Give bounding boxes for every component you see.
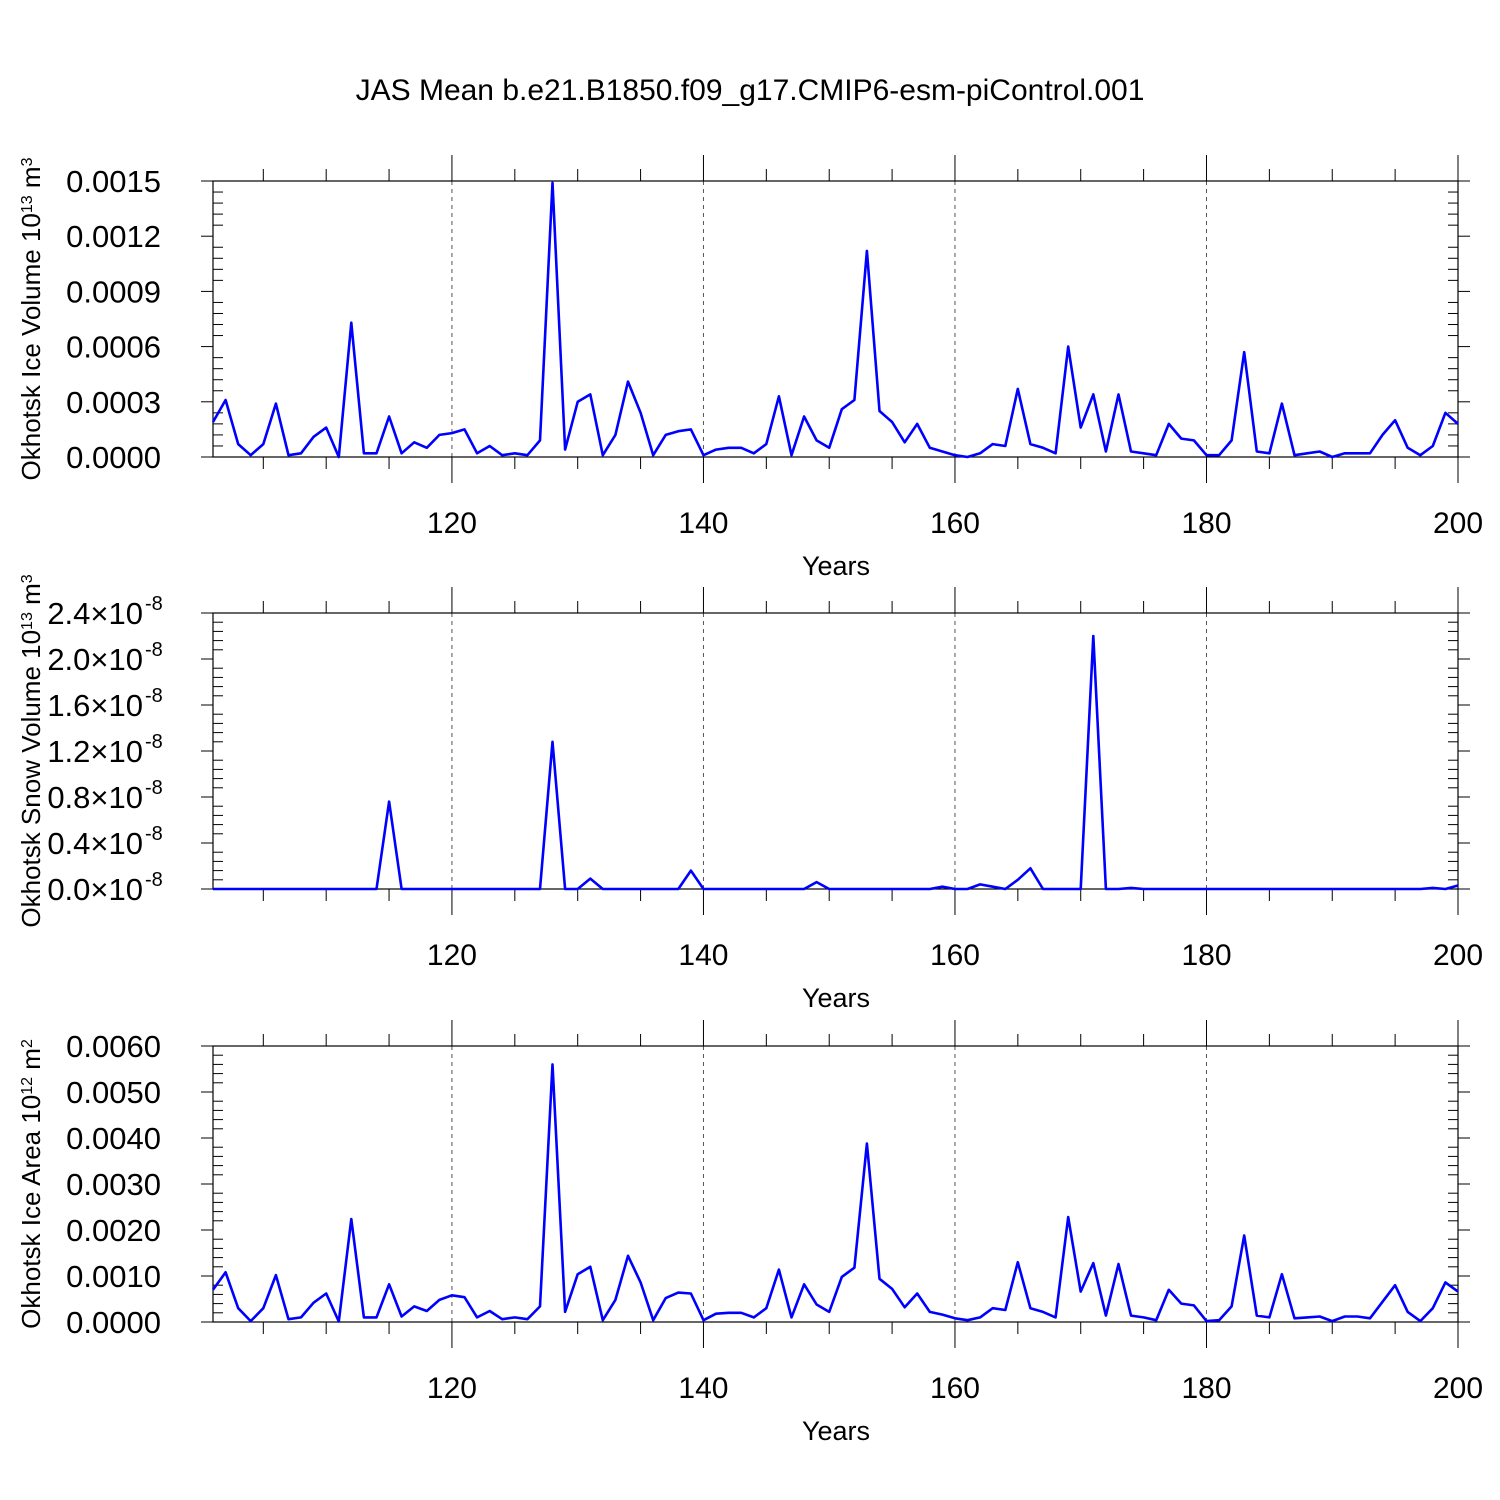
ice-area-frame xyxy=(212,1045,1459,1323)
snow-volume-ytick-label: 0.8×10 xyxy=(47,780,143,815)
ice-area-ytick-label: 0.0020 xyxy=(66,1213,161,1248)
panel-ice-area: 120 140 160 180 200 Years 0.0000 0.0010 0.0020 0.… xyxy=(16,1020,1483,1446)
snow-volume-ytick-label: 2.4×10 xyxy=(47,596,143,631)
snow-volume-xtick-label: 200 xyxy=(1433,939,1483,972)
ice-area-xtick-label: 160 xyxy=(930,1372,980,1405)
snow-volume-xtick-label: 160 xyxy=(930,939,980,972)
ice-volume-ytick-label: 0.0000 xyxy=(66,440,161,475)
ice-area-ytick-label: 0.0060 xyxy=(66,1029,161,1064)
ice-area-xtick-label: 200 xyxy=(1433,1372,1483,1405)
ice-area-series-line xyxy=(211,1063,1459,1323)
snow-volume-xtick-label: 140 xyxy=(678,939,728,972)
snow-volume-ytick-exponent: -8 xyxy=(145,593,163,615)
ice-volume-xaxis-label: Years xyxy=(802,551,870,581)
snow-volume-xtick-label: 120 xyxy=(427,939,477,972)
snow-volume-ytick-label: 1.2×10 xyxy=(47,734,143,769)
ice-volume-ytick-label: 0.0015 xyxy=(66,164,161,199)
ice-volume-series-line xyxy=(211,181,1459,459)
snow-volume-frame xyxy=(212,612,1459,890)
ice-area-xtick-label: 120 xyxy=(427,1372,477,1405)
snow-volume-ytick-exponent: -8 xyxy=(145,869,163,891)
ice-volume-yaxis-label: Okhotsk Ice Volume 1013 m3 xyxy=(16,157,46,480)
ice-area-xaxis-label: Years xyxy=(802,1416,870,1446)
ice-volume-ytick-label: 0.0009 xyxy=(66,274,161,309)
ice-area-ytick-label: 0.0000 xyxy=(66,1305,161,1340)
ice-volume-xtick-label: 140 xyxy=(678,507,728,540)
snow-volume-ytick-label: 0.4×10 xyxy=(47,826,143,861)
ice-volume-frame xyxy=(212,180,1459,458)
snow-volume-ytick-exponent: -8 xyxy=(145,777,163,799)
snow-volume-xaxis-label: Years xyxy=(802,983,870,1013)
ice-area-xtick-label: 180 xyxy=(1181,1372,1231,1405)
snow-volume-ytick-exponent: -8 xyxy=(145,823,163,845)
snow-volume-series-line xyxy=(213,634,1459,891)
figure-title: JAS Mean b.e21.B1850.f09_g17.CMIP6-esm-p… xyxy=(355,74,1145,107)
snow-volume-ytick-exponent: -8 xyxy=(145,731,163,753)
ice-area-yaxis-label: Okhotsk Ice Area 1012 m2 xyxy=(16,1039,46,1329)
ice-area-ytick-label: 0.0050 xyxy=(66,1075,161,1110)
ice-area-ytick-label: 0.0040 xyxy=(66,1121,161,1156)
ice-area-ytick-label: 0.0010 xyxy=(66,1259,161,1294)
snow-volume-ytick-label: 1.6×10 xyxy=(47,688,143,723)
ice-volume-ytick-label: 0.0006 xyxy=(66,330,161,365)
ice-volume-xtick-label: 200 xyxy=(1433,507,1483,540)
ice-area-xtick-label: 140 xyxy=(678,1372,728,1405)
ice-area-ytick-label: 0.0030 xyxy=(66,1167,161,1202)
snow-volume-ytick-label: 0.0×10 xyxy=(47,872,143,907)
ice-volume-ytick-label: 0.0003 xyxy=(66,385,161,420)
snow-volume-xtick-label: 180 xyxy=(1181,939,1231,972)
ice-volume-xtick-label: 120 xyxy=(427,507,477,540)
snow-volume-yaxis-label: Okhotsk Snow Volume 1013 m3 xyxy=(16,574,46,927)
snow-volume-ytick-exponent: -8 xyxy=(145,639,163,661)
snow-volume-ytick-label: 2.0×10 xyxy=(47,642,143,677)
ice-volume-xtick-label: 160 xyxy=(930,507,980,540)
panel-ice-volume: 120 140 160 180 200 Years 0.0000 0.0003 0.0006 0.… xyxy=(16,155,1483,581)
snow-volume-ytick-exponent: -8 xyxy=(145,685,163,707)
ice-volume-xtick-label: 180 xyxy=(1181,507,1231,540)
ice-volume-ytick-label: 0.0012 xyxy=(66,219,161,254)
